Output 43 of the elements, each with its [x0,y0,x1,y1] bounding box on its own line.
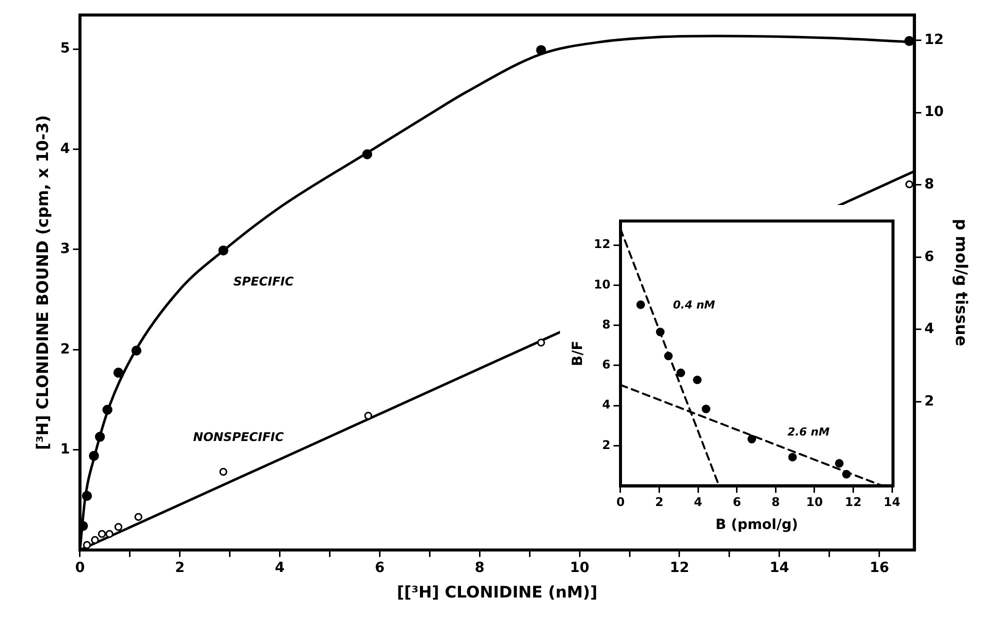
x-tick-label: 4 [694,495,702,510]
x-tick-label: 12 [670,560,690,576]
x-tick-label: 6 [374,560,385,576]
y-tick-label: 8 [602,317,610,332]
x-tick-label: 14 [770,560,790,576]
x-tick-label: 0 [616,495,625,510]
y2-tick-label: 8 [924,176,934,193]
y2-tick-label: 12 [924,32,944,48]
x-tick-label: 8 [771,495,780,510]
x-tick-label: 10 [806,495,823,510]
y-axis-title: B/F [570,340,586,366]
x-tick-label: 4 [274,560,285,576]
y-tick-label: 10 [594,277,610,292]
x-tick-label: 8 [474,560,485,576]
y2-tick-label: 6 [924,248,934,265]
y-tick-label: 2 [60,341,70,358]
x-tick-label: 6 [732,495,742,510]
y-tick-label: 12 [594,237,610,252]
x-tick-label: 16 [870,560,890,576]
annotation: 0.4 nM [673,298,716,312]
x-tick-label: 14 [884,495,900,510]
x-tick-label: 0 [75,560,86,576]
y-tick-label: 4 [602,398,610,412]
y-tick-label: 3 [60,241,70,258]
annotation: NONSPECIFIC [193,430,284,444]
y-tick-label: 5 [60,40,70,57]
annotation: 2.6 nM [787,426,830,439]
y-tick-label: 6 [602,358,610,372]
y2-tick-label: 2 [924,393,934,410]
x-tick-label: 2 [174,560,185,576]
y2-tick-label: 10 [924,104,944,120]
y-tick-label: 2 [602,438,610,452]
y-tick-label: 4 [60,140,70,157]
annotation: SPECIFIC [233,274,294,289]
x-tick-label: 10 [570,560,590,576]
y2-axis-title: p mol/g tissue [952,218,972,346]
x-axis-title: [[³H] CLONIDINE (nM)] [396,582,598,602]
x-axis-title: B (pmol/g) [715,517,798,534]
y-tick-label: 1 [60,441,70,458]
x-tick-label: 12 [844,495,862,510]
y-axis-title: [³H] CLONIDINE BOUND (cpm, x 10-3) [32,115,52,450]
y2-tick-label: 4 [924,321,934,338]
x-tick-label: 2 [655,495,664,510]
